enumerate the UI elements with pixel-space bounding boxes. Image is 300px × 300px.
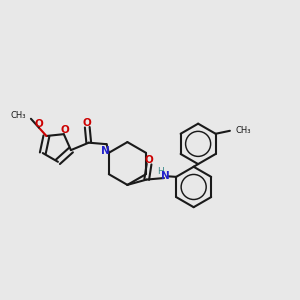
Text: CH₃: CH₃ bbox=[10, 111, 26, 120]
Text: O: O bbox=[34, 119, 43, 129]
Text: CH₃: CH₃ bbox=[235, 126, 251, 135]
Text: N: N bbox=[161, 171, 170, 181]
Text: O: O bbox=[83, 118, 92, 128]
Text: O: O bbox=[61, 125, 70, 135]
Text: O: O bbox=[145, 155, 154, 165]
Text: H: H bbox=[158, 167, 164, 176]
Text: N: N bbox=[101, 146, 110, 156]
